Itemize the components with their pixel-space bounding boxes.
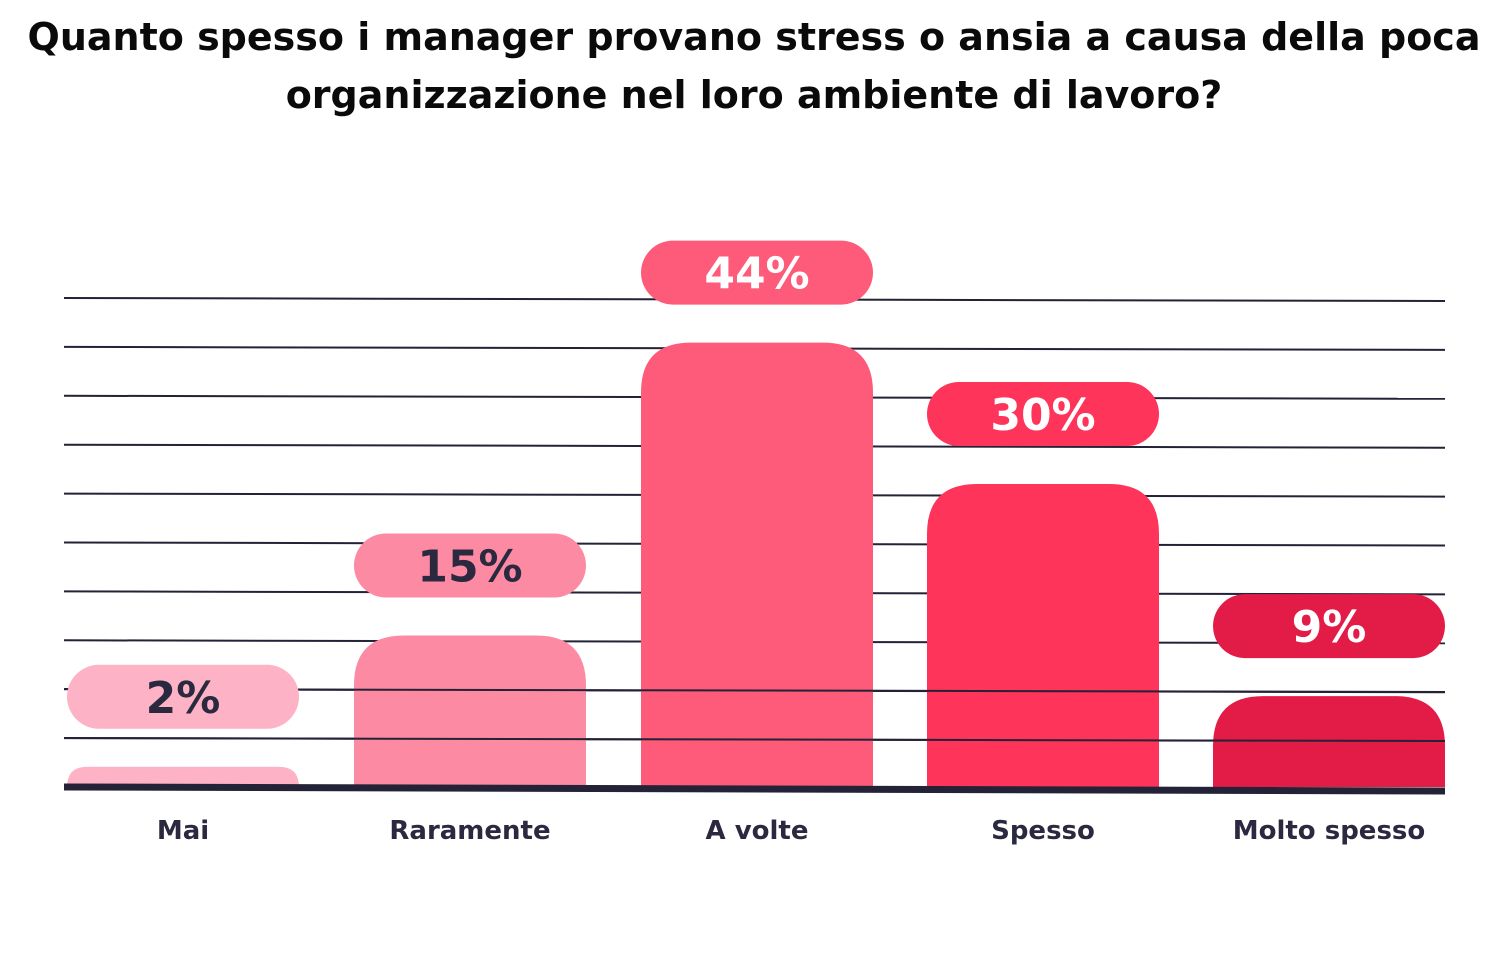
value-pill (641, 240, 873, 305)
bar-spesso (927, 484, 1159, 787)
data-label: 2% (146, 673, 221, 724)
category-label: Molto spesso (1233, 816, 1426, 846)
chart-title: Quanto spesso i manager provano stress o… (27, 15, 1481, 117)
data-label: 44% (704, 249, 809, 300)
category-label: Mai (157, 816, 209, 846)
data-label: 30% (990, 390, 1095, 441)
value-pill (1213, 594, 1445, 659)
category-labels: Mai Raramente A volte Spesso Molto spesso (157, 816, 1425, 846)
value-labels: 2% 15% 44% 30% 9% (67, 240, 1445, 729)
value-pill (67, 664, 299, 729)
data-label: 9% (1292, 602, 1367, 653)
bar-mai (67, 766, 299, 787)
gridline (63, 737, 1446, 742)
category-label: A volte (706, 816, 809, 846)
bar-raramente (354, 635, 586, 787)
value-pill (354, 533, 586, 598)
category-label: Spesso (991, 816, 1095, 846)
category-label: Raramente (389, 816, 550, 846)
data-label: 15% (417, 542, 522, 593)
value-pill (927, 382, 1159, 446)
bar-a-volte (641, 342, 873, 787)
x-axis-baseline (63, 783, 1446, 795)
